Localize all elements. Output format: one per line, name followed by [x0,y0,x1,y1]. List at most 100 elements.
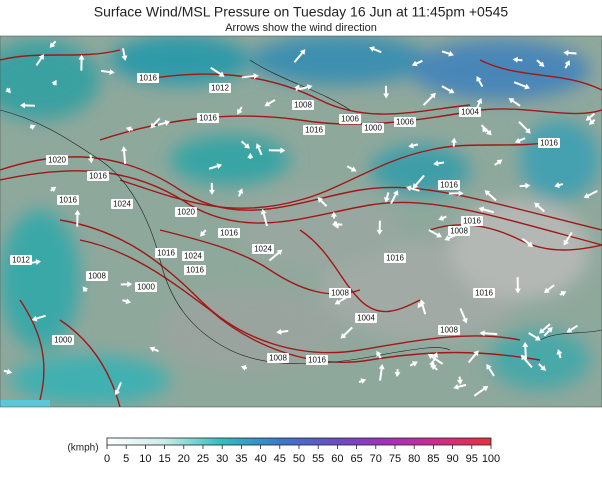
wind-arrow [585,112,596,121]
isobar-label: 1024 [254,245,272,254]
wind-arrow [346,165,357,172]
wind-arrow [543,327,553,337]
wind-arrow [441,50,454,57]
isobar-label-box [461,216,483,226]
wind-arrow [358,378,367,384]
isobar-label-box [448,226,470,236]
isobar-label-box [46,155,68,165]
isobar-label: 1016 [220,229,238,238]
wind-arrow [237,188,244,197]
wind-arrow [210,66,225,77]
wind-arrow [512,56,523,63]
colorbar-tick-label: 55 [312,453,324,465]
isobar-label-box [184,265,206,275]
wind-arrow [390,189,399,205]
wind-arrow [247,152,254,159]
isobar-label: 1016 [59,196,77,205]
colorbar-tick-label: 50 [293,453,305,465]
wind-arrow [200,229,207,237]
wind-arrow [473,385,489,397]
wind-arrow [293,49,306,63]
wind-arrow [100,69,115,76]
wind-arrow [513,81,531,90]
title: Surface Wind/MSL Pressure on Tuesday 16 … [94,4,509,20]
water [0,400,50,407]
wind-arrow [268,249,283,262]
wind-arrow [330,211,337,219]
wind-arrow [114,382,122,396]
wind-arrow [417,301,423,309]
wind-arrow [409,361,418,367]
isobar-label: 1006 [396,118,414,127]
wind-arrow [518,121,531,134]
colorbar-tick-label: 60 [331,453,343,465]
isobar-label-box [137,73,159,83]
legend-unit: (kmph) [67,443,98,454]
colorbar-tick-label: 65 [350,453,362,465]
wind-arrow [538,363,547,371]
wind-arrow [559,291,567,297]
isobar-label-box [438,325,460,335]
isobar-label: 1012 [12,256,30,265]
wind-arrow [340,326,353,339]
isobar-label-box [362,123,384,133]
isobar-label-box [182,251,204,261]
wind-arrow [50,186,57,193]
isobar-label-box [252,244,274,254]
colorbar-tick-label: 0 [104,453,110,465]
wind-arrow [260,208,268,227]
wind-arrow [82,286,89,293]
wind-arrow [583,190,598,199]
wind-arrow [522,341,529,360]
colorbar-tick-label: 25 [197,453,209,465]
isobar-label-box [218,228,240,238]
isobar-label-box [10,255,32,265]
isobar-label: 1008 [294,101,312,110]
wind-arrow [125,126,134,133]
isobar-label: 1016 [308,356,326,365]
colorbar-tick-label: 80 [408,453,420,465]
isobar-label-box [394,117,416,127]
wind-arrow [428,229,442,238]
colorbar-tick-label: 95 [466,453,478,465]
wind-arrow [334,296,347,305]
colorbar-ticks: 0 5 10 15 20 25 30 35 40 45 50 55 60 65 70 75 80 85 90 95 10… [104,445,500,465]
isobar-label: 1020 [177,208,195,217]
wind-arrow [588,118,596,125]
wind-arrow [556,349,563,359]
colorbar-tick-label: 85 [427,453,439,465]
wind-arrow [484,190,497,202]
wind-arrow [121,48,128,61]
colorbar-tick-label: 45 [274,453,286,465]
isobar-label: 1016 [475,289,493,298]
wind-arrows [3,40,598,397]
colorbar-tick-label: 90 [446,453,458,465]
wind-arrow [121,146,128,165]
wind-arrow [255,143,263,156]
wind-arrow [31,314,46,322]
isobar-label: 1016 [463,217,481,226]
wind-arrow [150,117,161,129]
isobar-label-box [384,253,406,263]
isobar-label-box [473,288,495,298]
wind-arrow [331,221,343,228]
isobar-label: 1016 [305,126,323,135]
colorbar-tick-label: 40 [254,453,266,465]
wind-arrow [78,54,85,71]
wind-arrow [539,323,551,334]
wind-arrow [521,238,534,247]
wind-arrow [563,231,573,246]
isobar-label: 1000 [54,336,72,345]
wind-arrow [441,85,455,94]
wind-arrow [383,85,390,99]
wind-arrow [5,87,11,94]
wind-arrow [486,363,495,377]
wind-arrow [479,330,498,337]
wind-arrow [376,220,383,235]
isobar-label: 1000 [364,124,382,133]
wind-arrow [35,54,44,66]
isobar-label: 1016 [540,139,558,148]
map-frame [0,35,602,408]
